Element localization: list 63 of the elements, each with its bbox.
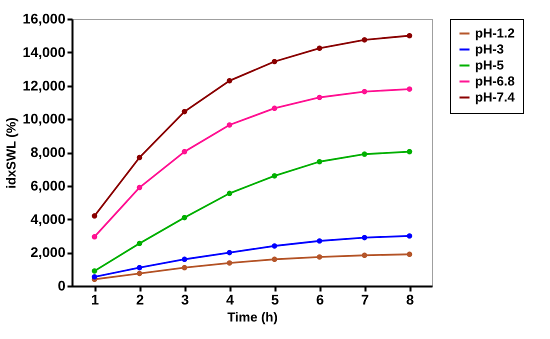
x-tick-label: 1 (91, 292, 100, 308)
legend-label: pH-7.4 (475, 90, 516, 104)
point (226, 250, 232, 256)
y-tick-label: 4,000 (30, 210, 66, 227)
x-tick-label: 2 (136, 292, 144, 308)
x-tick-label: 6 (316, 292, 324, 308)
legend-label: pH-1.2 (475, 26, 515, 40)
y-tick-label: 14,000 (22, 44, 66, 60)
point (406, 148, 412, 154)
point (406, 252, 412, 258)
point (136, 264, 142, 270)
point (182, 148, 188, 154)
y-tick-label: 0 (58, 278, 66, 294)
point (272, 243, 278, 249)
point (182, 264, 188, 270)
point (136, 154, 142, 160)
point (272, 256, 278, 262)
point (316, 45, 322, 51)
x-tick-label: 3 (181, 292, 190, 308)
point (92, 213, 98, 219)
point (272, 106, 278, 112)
x-tick-label: 4 (226, 292, 234, 308)
point (316, 254, 322, 260)
point (182, 256, 188, 262)
y-tick-label: 8,000 (30, 144, 66, 160)
point (406, 86, 412, 92)
point (362, 151, 368, 157)
point (182, 214, 188, 220)
point (362, 234, 368, 240)
y-tick-label: 16,000 (22, 10, 66, 26)
y-tick-label: 12,000 (22, 77, 66, 94)
y-tick-label: 6,000 (30, 177, 66, 194)
x-tick-label: 7 (361, 292, 370, 308)
point (406, 233, 412, 239)
legend-label: pH-6.8 (475, 74, 515, 88)
x-axis-title: Time (h) (227, 310, 278, 324)
point (362, 88, 368, 94)
point (136, 240, 142, 246)
y-tick-label: 2,000 (30, 244, 66, 260)
point (362, 37, 368, 43)
legend-label: pH-3 (475, 42, 504, 56)
point (226, 78, 232, 84)
point (272, 58, 278, 64)
point (406, 32, 412, 38)
point (226, 260, 232, 266)
point (92, 268, 98, 274)
x-tick-label: 8 (406, 292, 414, 308)
y-axis-title: idxSWL (%) (4, 117, 19, 189)
point (136, 270, 142, 276)
legend-label: pH-5 (475, 58, 504, 72)
point (136, 184, 142, 190)
point (316, 238, 322, 244)
point (316, 158, 322, 164)
y-tick-label: 10,000 (22, 110, 66, 127)
point (226, 122, 232, 128)
point (272, 173, 278, 179)
point (362, 252, 368, 258)
point (226, 190, 232, 196)
x-tick-label: 5 (271, 292, 280, 308)
point (316, 94, 322, 100)
point (92, 274, 98, 280)
point (92, 234, 98, 240)
point (182, 108, 188, 114)
